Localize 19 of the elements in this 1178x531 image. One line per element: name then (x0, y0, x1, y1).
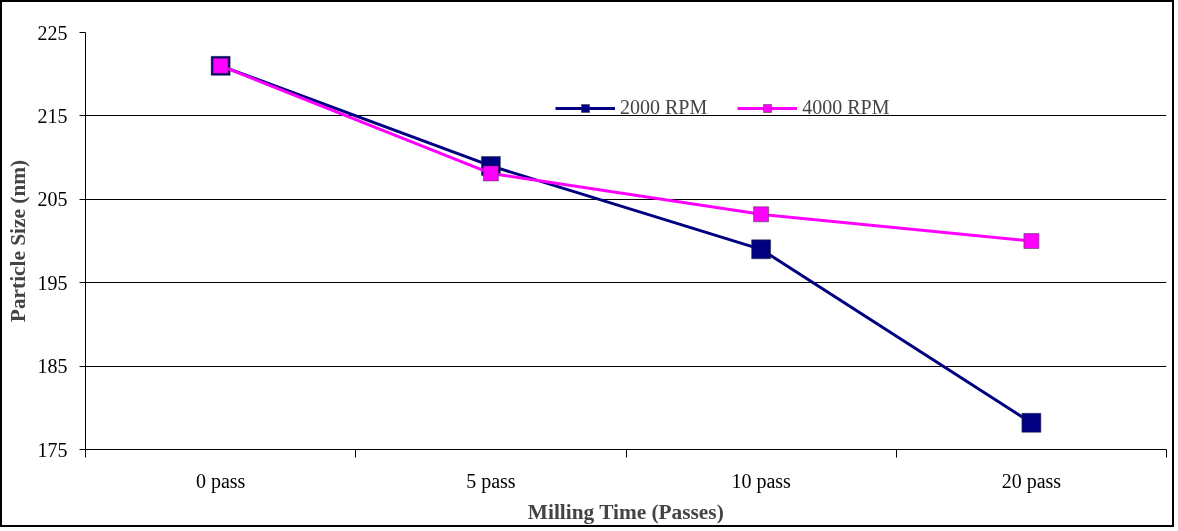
y-axis-title: Particle Size (nm) (5, 159, 30, 323)
point (753, 206, 769, 223)
y-tick-label: 225 (37, 21, 68, 44)
y-tick-label: 185 (37, 355, 68, 378)
x-tick-label: 5 pass (466, 469, 516, 493)
y-tick-label: 205 (37, 188, 68, 211)
y-tick-label: 195 (37, 271, 68, 294)
point (1023, 233, 1040, 249)
x-axis-title: Milling Time (Passes) (527, 499, 724, 524)
y-tick-label: 215 (37, 104, 68, 127)
x-tick-label: 10 pass (731, 469, 792, 493)
legend-label: 2000 RPM (620, 96, 708, 119)
point (483, 165, 499, 182)
x-tick-label: 0 pass (195, 469, 246, 493)
point (1021, 413, 1042, 433)
y-tick-label: 175 (37, 438, 68, 461)
point (751, 239, 771, 260)
x-tick-label: 20 pass (1001, 469, 1062, 493)
legend-label: 4000 RPM (802, 96, 890, 119)
